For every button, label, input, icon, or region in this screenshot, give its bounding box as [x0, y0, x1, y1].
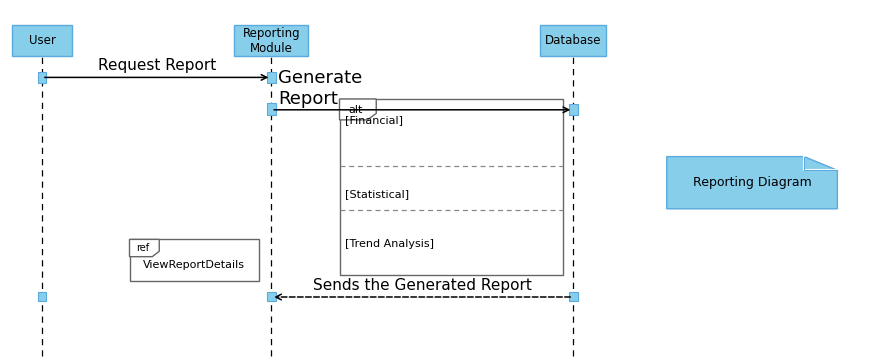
- FancyBboxPatch shape: [12, 25, 72, 56]
- Text: [Financial]: [Financial]: [345, 115, 402, 125]
- Text: Request Report: Request Report: [97, 58, 216, 73]
- FancyBboxPatch shape: [38, 72, 46, 83]
- FancyBboxPatch shape: [234, 25, 309, 56]
- Text: alt: alt: [349, 105, 363, 115]
- Text: ref: ref: [136, 243, 150, 253]
- Text: Database: Database: [545, 34, 601, 47]
- FancyBboxPatch shape: [267, 292, 276, 301]
- Text: Reporting Diagram: Reporting Diagram: [693, 176, 811, 189]
- Text: [Statistical]: [Statistical]: [345, 189, 409, 199]
- Polygon shape: [667, 157, 837, 209]
- FancyBboxPatch shape: [130, 239, 259, 281]
- Text: ViewReportDetails: ViewReportDetails: [144, 260, 245, 270]
- FancyBboxPatch shape: [569, 104, 578, 115]
- FancyBboxPatch shape: [569, 292, 578, 301]
- Text: Sends the Generated Report: Sends the Generated Report: [312, 278, 532, 293]
- Text: [Trend Analysis]: [Trend Analysis]: [345, 239, 434, 249]
- Polygon shape: [340, 99, 376, 120]
- Text: User: User: [29, 34, 55, 47]
- FancyBboxPatch shape: [267, 103, 276, 115]
- FancyBboxPatch shape: [340, 99, 563, 275]
- FancyBboxPatch shape: [267, 72, 276, 83]
- Text: Generate
Report: Generate Report: [278, 69, 362, 108]
- FancyBboxPatch shape: [38, 292, 46, 301]
- Polygon shape: [130, 239, 159, 257]
- Text: Reporting
Module: Reporting Module: [242, 27, 300, 54]
- FancyBboxPatch shape: [541, 25, 606, 56]
